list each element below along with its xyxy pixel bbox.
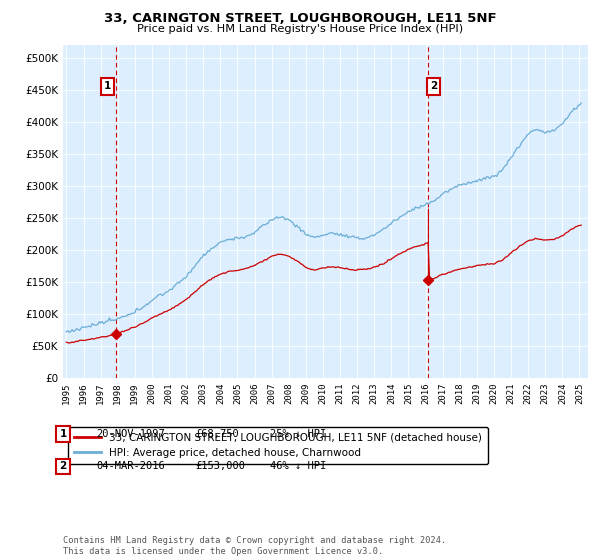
Text: 1: 1 bbox=[104, 81, 111, 91]
Legend: 33, CARINGTON STREET, LOUGHBOROUGH, LE11 5NF (detached house), HPI: Average pric: 33, CARINGTON STREET, LOUGHBOROUGH, LE11… bbox=[68, 427, 488, 464]
Text: 04-MAR-2016: 04-MAR-2016 bbox=[96, 461, 165, 472]
Text: 25% ↓ HPI: 25% ↓ HPI bbox=[270, 429, 326, 439]
Text: £68,750: £68,750 bbox=[195, 429, 239, 439]
Text: 20-NOV-1997: 20-NOV-1997 bbox=[96, 429, 165, 439]
Text: £153,000: £153,000 bbox=[195, 461, 245, 472]
Text: 2: 2 bbox=[430, 81, 437, 91]
Text: 1: 1 bbox=[59, 429, 67, 439]
Text: 33, CARINGTON STREET, LOUGHBOROUGH, LE11 5NF: 33, CARINGTON STREET, LOUGHBOROUGH, LE11… bbox=[104, 12, 496, 25]
Text: Contains HM Land Registry data © Crown copyright and database right 2024.
This d: Contains HM Land Registry data © Crown c… bbox=[63, 536, 446, 556]
Text: Price paid vs. HM Land Registry's House Price Index (HPI): Price paid vs. HM Land Registry's House … bbox=[137, 24, 463, 34]
Text: 2: 2 bbox=[59, 461, 67, 472]
Text: 46% ↓ HPI: 46% ↓ HPI bbox=[270, 461, 326, 472]
